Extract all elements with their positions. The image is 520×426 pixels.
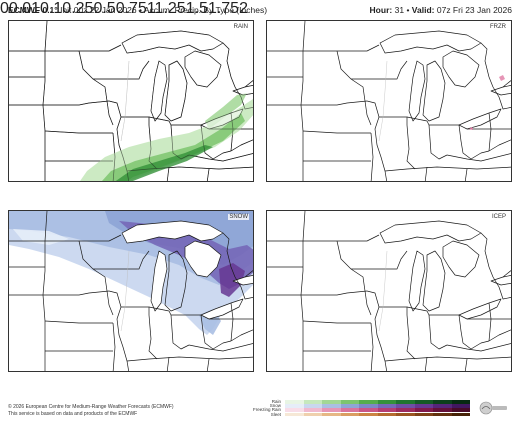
legend-swatch-rain [396, 400, 415, 404]
legend-swatch-snow [359, 404, 378, 409]
legend: 00.010.10.250.50.7511.251.51.752 Rain Sno… [0, 0, 520, 417]
legend-swatch-snow [340, 404, 360, 409]
frzr-map [267, 21, 511, 181]
legend-tick: 0 [0, 0, 9, 17]
rain-shade-heavy [115, 145, 213, 181]
legend-swatch-snow [303, 404, 323, 409]
legend-swatch-rain [359, 400, 378, 404]
legend-swatch-snow [377, 404, 397, 409]
legend-swatch-snow [433, 404, 452, 409]
hour-value: 31 [394, 5, 405, 15]
model-name: ECMWF 0.1° [8, 5, 58, 15]
legend-swatch-frzr [377, 408, 397, 413]
rain-shade-light [80, 99, 253, 181]
snow-shade-heaviest [219, 263, 245, 297]
legend-swatch-rain [377, 400, 397, 404]
legend-swatch-icep [414, 412, 434, 417]
legend-swatch-rain [451, 400, 471, 404]
legend-row-label: Snow [269, 403, 281, 409]
service-line: This service is based on data and produc… [8, 411, 138, 417]
legend-row-label: Sleet [270, 411, 281, 417]
legend-swatch-icep [433, 412, 452, 417]
legend-tick: 2 [239, 0, 248, 17]
legend-swatch-frzr [396, 408, 415, 413]
legend-swatch-icep [303, 412, 323, 417]
icep-label: ICEP [490, 214, 507, 220]
icep-panel: ICEP [266, 210, 512, 372]
snow-map [9, 211, 253, 371]
icep-basemap [267, 211, 511, 371]
legend-swatch-icep [340, 412, 360, 417]
legend-swatch-frzr [285, 408, 304, 413]
legend-swatch-frzr [414, 408, 434, 413]
legend-row-label: Rain [271, 399, 281, 404]
snow-label: SNOW [228, 214, 249, 220]
legend-row-label: Freezing Rain [252, 407, 281, 413]
legend-swatch-icep [377, 412, 397, 417]
header-separator-2: • [406, 5, 410, 15]
legend-swatch-rain [433, 400, 452, 404]
legend-swatch-icep [322, 412, 341, 417]
legend-swatch-snow [414, 404, 434, 409]
legend-swatch-icep [285, 412, 304, 417]
legend-tick: 1.25 [154, 0, 186, 17]
frzr-spot-2 [469, 127, 473, 130]
legend-swatch-icep [359, 412, 378, 417]
header-right: Hour: 31 • Valid: 07z Fri 23 Jan 2026 [370, 3, 512, 17]
product-name: Accum. Precip. By Type (Inches) [143, 5, 268, 15]
legend-tick: 0.1 [40, 0, 63, 17]
legend-swatch-rain [340, 400, 360, 404]
init-time: Init 00z 22 Jan 2026 [60, 5, 137, 15]
rain-map [9, 21, 253, 181]
legend-tick: 0.01 [8, 0, 41, 17]
frzr-basemap [267, 21, 511, 181]
legend-swatch-rain [303, 400, 323, 404]
legend-ticks: 00.010.10.250.50.7511.251.51.752 [0, 0, 520, 18]
snow-panel: SNOW [8, 210, 254, 372]
legend-swatch-frzr [322, 408, 341, 413]
legend-tick: 0.75 [115, 0, 147, 17]
rain-panel: RAIN [8, 20, 254, 182]
legend-swatch-frzr [359, 408, 378, 413]
legend-tick: 1.5 [185, 0, 208, 17]
rain-label: RAIN [232, 24, 249, 30]
legend-swatch-frzr [433, 408, 452, 413]
rain-shade-mid [102, 113, 245, 181]
frzr-label: FRZR [489, 24, 507, 30]
hour-label: Hour: [369, 5, 393, 15]
header-left: ECMWF 0.1° Init 00z 22 Jan 2026 • Accum.… [8, 3, 267, 17]
legend-tick: 0.25 [62, 0, 94, 17]
icep-map [267, 211, 511, 371]
copyright-line: © 2026 European Centre for Medium-Range … [8, 404, 174, 410]
legend-tick: 1 [146, 0, 155, 17]
legend-tick: 0.5 [93, 0, 116, 17]
legend-tick: 1.75 [207, 0, 240, 17]
frzr-panel: FRZR [266, 20, 512, 182]
legend-swatch-rain [322, 400, 341, 404]
valid-label: Valid: [411, 5, 435, 15]
header-separator: • [139, 5, 142, 15]
footer: © 2026 European Centre for Medium-Range … [8, 404, 174, 418]
legend-swatch-snow [396, 404, 415, 409]
legend-swatch-snow [451, 404, 471, 409]
frzr-spot-1 [499, 75, 505, 81]
valid-value: 07z Fri 23 Jan 2026 [436, 5, 512, 15]
legend-swatch-icep [451, 412, 471, 417]
legend-swatch-frzr [303, 408, 323, 413]
legend-swatch-snow [285, 404, 304, 409]
legend-swatch-rain [285, 400, 304, 404]
map-header: ECMWF 0.1° Init 00z 22 Jan 2026 • Accum.… [8, 3, 512, 17]
legend-swatch-snow [322, 404, 341, 409]
legend-swatch-icep [396, 412, 415, 417]
weatherbell-logo [479, 401, 507, 415]
legend-swatch-frzr [451, 408, 471, 413]
legend-swatch-rain [414, 400, 434, 404]
legend-swatch-frzr [340, 408, 360, 413]
